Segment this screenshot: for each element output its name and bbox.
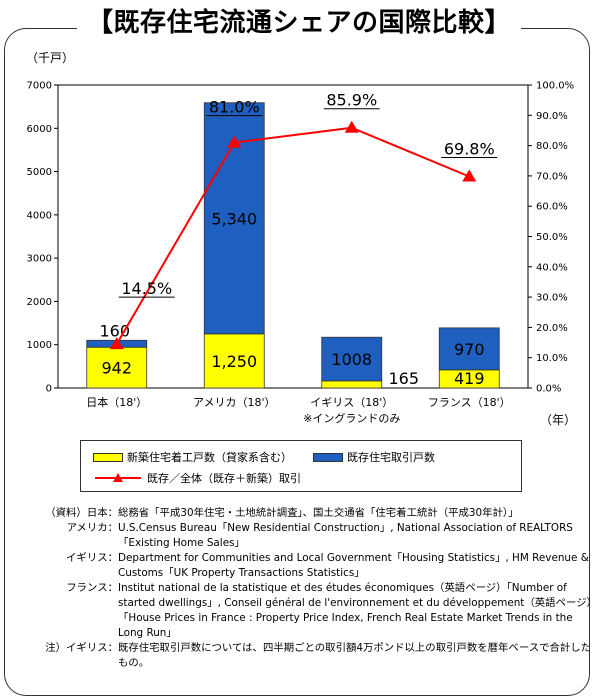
y-right-tick-label: 30.0% bbox=[536, 293, 568, 304]
y-right-tick-label: 40.0% bbox=[536, 262, 568, 273]
y-right-tick-label: 60.0% bbox=[536, 202, 568, 213]
source-note-label: フランス： bbox=[66, 582, 118, 594]
source-note-text: 既存住宅取引戸数については、四半期ごとの取引額4万ポンド以上の取引戸数を暦年ベー… bbox=[118, 642, 592, 669]
ratio-label: 85.9% bbox=[326, 91, 377, 110]
bar-existing bbox=[438, 327, 500, 371]
x-tick-label: 日本（18'） bbox=[86, 395, 147, 409]
ratio-label: 81.0% bbox=[209, 98, 260, 117]
source-note: イギリス： Department for Communities and Loca… bbox=[22, 551, 592, 581]
y-left-tick-label: 6000 bbox=[27, 124, 52, 135]
legend-label-new: 新築住宅着工戸数（貸家系含む） bbox=[127, 451, 292, 464]
source-note: フランス： Institut national de la statistique… bbox=[22, 581, 592, 641]
y-right-tick-label: 20.0% bbox=[536, 323, 568, 334]
y-right-tick-label: 0.0% bbox=[536, 384, 561, 395]
legend-item-ratio: 既存／全体（既存＋新築）取引 bbox=[93, 470, 301, 486]
y-left-tick-label: 0 bbox=[46, 384, 52, 395]
ratio-marker bbox=[227, 135, 242, 148]
y-left-tick-label: 4000 bbox=[27, 210, 52, 221]
y-right-tick-label: 50.0% bbox=[536, 232, 568, 243]
source-note-text: Institut national de la statistique et d… bbox=[118, 582, 592, 639]
legend-item-new: 新築住宅着工戸数（貸家系含む） bbox=[93, 449, 292, 465]
legend-label-existing: 既存住宅取引戸数 bbox=[347, 451, 435, 464]
source-note-text: 総務省「平成30年住宅・土地統計調査」、国土交通省「住宅着工統計（平成30年計）… bbox=[118, 507, 519, 519]
ratio-label: 69.8% bbox=[444, 140, 495, 159]
ratio-marker bbox=[462, 169, 477, 182]
ratio-marker bbox=[109, 337, 124, 350]
y-right-tick-label: 100.0% bbox=[536, 81, 574, 92]
chart: （千戸） 0 1000 2000 3000 4000 5000 6000 7000 0.0% 10.… bbox=[26, 51, 576, 427]
legend-swatch-new bbox=[93, 452, 123, 462]
y-right-tick-label: 70.0% bbox=[536, 171, 568, 182]
x-tick-note: ※イングランドのみ bbox=[303, 411, 400, 425]
y-left-tick-label: 1000 bbox=[27, 340, 52, 351]
source-notes: （資料）日本： 総務省「平成30年住宅・土地統計調査」、国土交通省「住宅着工統計（… bbox=[22, 506, 592, 671]
y-right-tick-label: 10.0% bbox=[536, 353, 568, 364]
page-title: 【既存住宅流通シェアの国際比較】 bbox=[0, 2, 598, 39]
data-label-new: 165 bbox=[388, 369, 419, 388]
data-label-existing: 970 bbox=[454, 340, 485, 359]
y-left-tick-label: 7000 bbox=[27, 81, 52, 92]
data-label-new: 942 bbox=[101, 359, 132, 378]
source-note-text: Department for Communities and Local Gov… bbox=[118, 552, 589, 579]
source-note: アメリカ： U.S.Census Bureau「New Residential C… bbox=[22, 521, 592, 551]
x-axis-unit: （年） bbox=[540, 413, 576, 427]
bar-new bbox=[86, 346, 148, 389]
x-tick-label: アメリカ（18'） bbox=[193, 396, 275, 409]
data-label-new: 1,250 bbox=[211, 352, 257, 371]
x-tick-label: イギリス（18'） bbox=[310, 396, 393, 409]
y-axis-unit: （千戸） bbox=[26, 51, 74, 65]
legend-label-ratio: 既存／全体（既存＋新築）取引 bbox=[147, 472, 301, 485]
bar-existing bbox=[321, 336, 383, 382]
x-tick-label: フランス（18'） bbox=[428, 396, 511, 409]
y-left-tick-label: 5000 bbox=[27, 167, 52, 178]
source-note: （資料）日本： 総務省「平成30年住宅・土地統計調査」、国土交通省「住宅着工統計（… bbox=[22, 506, 592, 521]
y-left-tick-label: 2000 bbox=[27, 297, 52, 308]
ratio-marker bbox=[344, 120, 359, 133]
legend-item-existing: 既存住宅取引戸数 bbox=[313, 449, 435, 465]
y-left-tick-label: 3000 bbox=[27, 254, 52, 265]
ratio-label: 14.5% bbox=[121, 279, 172, 298]
legend-swatch-existing bbox=[313, 452, 343, 462]
bar-new bbox=[203, 333, 265, 389]
title-text: 【既存住宅流通シェアの国際比較】 bbox=[76, 8, 521, 38]
source-note-label: 注）イギリス： bbox=[45, 642, 118, 654]
y-right-tick-label: 80.0% bbox=[536, 141, 568, 152]
data-label-existing: 1008 bbox=[331, 350, 372, 369]
legend: 新築住宅着工戸数（貸家系含む） 既存住宅取引戸数 既存／全体（既存＋新築）取引 bbox=[80, 440, 522, 492]
y-right-tick-label: 90.0% bbox=[536, 111, 568, 122]
source-note: 注）イギリス： 既存住宅取引戸数については、四半期ごとの取引額4万ポンド以上の取引… bbox=[22, 641, 592, 671]
legend-line-marker bbox=[95, 473, 141, 482]
bar-new bbox=[321, 380, 383, 389]
ratio-line bbox=[115, 126, 470, 345]
source-note-label: （資料）日本： bbox=[45, 507, 118, 519]
data-label-existing: 5,340 bbox=[211, 209, 257, 228]
source-note-label: アメリカ： bbox=[66, 522, 118, 534]
source-note-label: イギリス： bbox=[66, 552, 118, 564]
source-note-text: U.S.Census Bureau「New Residential Constr… bbox=[118, 522, 573, 549]
data-label-new: 419 bbox=[454, 369, 485, 388]
